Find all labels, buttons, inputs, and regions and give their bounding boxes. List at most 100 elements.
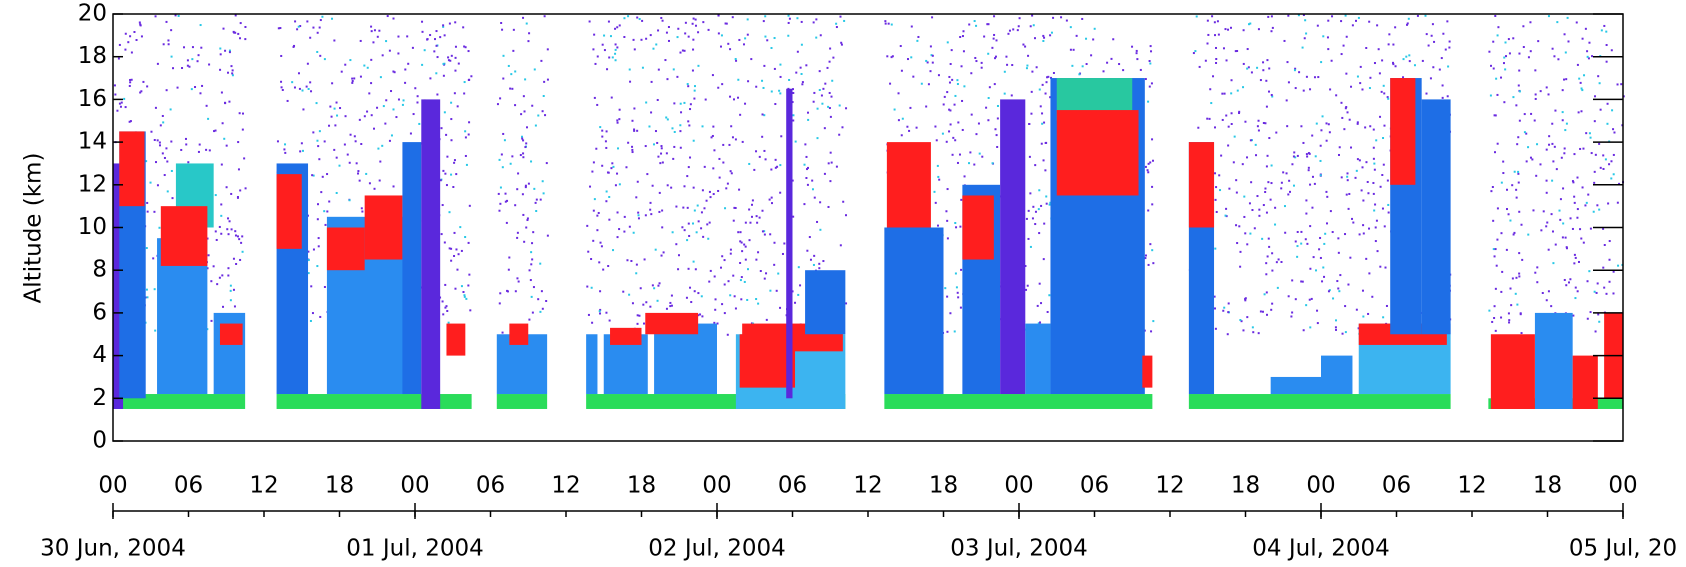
noise	[448, 247, 451, 250]
date-label: 05 Jul, 20	[1569, 536, 1677, 562]
noise	[220, 91, 223, 94]
noise	[457, 253, 460, 256]
noise	[353, 77, 356, 80]
noise	[365, 172, 368, 175]
noise	[1603, 24, 1606, 27]
backscatter-layer	[113, 163, 124, 409]
noise	[1069, 26, 1072, 29]
noise	[1588, 132, 1591, 135]
noise	[954, 221, 957, 224]
noise	[794, 140, 797, 143]
noise	[993, 33, 996, 36]
noise	[1508, 319, 1511, 322]
noise	[640, 38, 643, 41]
noise	[454, 287, 457, 290]
x-tick-label: 00	[98, 473, 127, 499]
noise	[1310, 297, 1313, 300]
noise	[435, 30, 438, 33]
noise	[318, 26, 321, 29]
noise	[497, 192, 500, 195]
backscatter-layer	[326, 227, 365, 271]
noise	[512, 28, 515, 31]
noise	[651, 284, 654, 287]
noise	[1431, 23, 1434, 26]
noise	[729, 248, 732, 251]
noise	[1049, 96, 1052, 99]
noise	[1496, 34, 1499, 37]
noise	[528, 318, 531, 321]
noise	[1551, 230, 1554, 233]
noise	[205, 148, 208, 151]
noise	[1206, 42, 1209, 45]
noise	[604, 140, 607, 143]
backscatter-layer	[509, 323, 529, 345]
noise	[705, 199, 708, 202]
noise	[1361, 289, 1364, 292]
noise	[594, 62, 597, 65]
noise	[542, 192, 545, 195]
noise	[546, 234, 549, 237]
noise	[701, 125, 704, 128]
noise	[1599, 166, 1602, 169]
noise	[171, 197, 174, 200]
noise	[166, 190, 169, 193]
noise	[1223, 306, 1226, 309]
noise	[1036, 304, 1039, 307]
noise	[219, 68, 222, 71]
noise	[317, 237, 320, 240]
noise	[210, 280, 213, 283]
noise	[714, 298, 717, 301]
noise	[429, 77, 432, 80]
noise	[636, 322, 639, 325]
noise	[1492, 248, 1495, 251]
noise	[467, 284, 470, 287]
noise	[616, 119, 619, 122]
noise	[165, 147, 168, 150]
noise	[116, 109, 119, 112]
noise	[1035, 66, 1038, 69]
noise	[124, 32, 127, 35]
noise	[435, 72, 438, 75]
noise	[1573, 253, 1576, 256]
noise	[227, 217, 230, 220]
noise	[632, 231, 635, 234]
noise	[1548, 143, 1551, 146]
noise	[1586, 50, 1589, 53]
noise	[733, 295, 736, 298]
noise	[1038, 88, 1041, 91]
noise	[1239, 265, 1242, 268]
noise	[360, 143, 363, 146]
noise	[119, 105, 122, 108]
x-tick-label: 12	[1155, 473, 1184, 499]
noise	[925, 105, 928, 108]
noise	[526, 126, 529, 129]
noise	[233, 305, 236, 308]
noise	[1293, 151, 1296, 154]
noise	[1550, 213, 1553, 216]
noise	[707, 28, 710, 31]
noise	[686, 206, 689, 209]
noise	[450, 173, 453, 176]
noise	[938, 178, 941, 181]
noise	[1552, 262, 1555, 265]
noise	[697, 64, 700, 67]
noise	[1444, 48, 1447, 51]
noise	[1042, 258, 1045, 261]
noise	[691, 22, 694, 25]
noise	[614, 59, 617, 62]
noise	[1520, 332, 1523, 335]
noise	[779, 164, 782, 167]
noise	[1315, 269, 1318, 272]
noise	[747, 80, 750, 83]
noise	[628, 68, 631, 71]
noise	[1561, 89, 1564, 92]
noise	[818, 267, 821, 270]
noise	[426, 38, 429, 41]
noise	[219, 47, 222, 50]
noise	[167, 39, 170, 42]
noise	[1224, 214, 1227, 217]
noise	[670, 186, 673, 189]
noise	[238, 238, 241, 241]
noise	[792, 215, 795, 218]
noise	[1239, 319, 1242, 322]
